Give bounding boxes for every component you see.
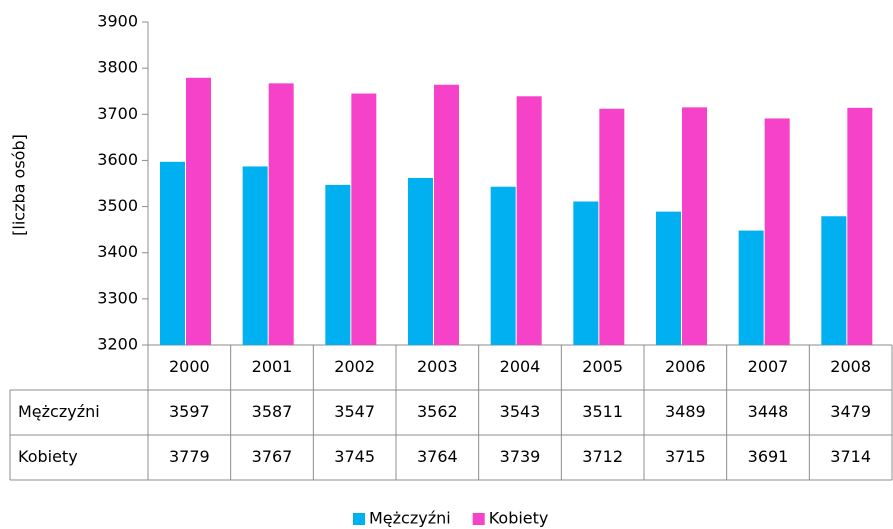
bar <box>490 186 516 345</box>
bar <box>656 211 681 345</box>
table-cell: 3597 <box>169 402 210 421</box>
table-row-header: Mężczyźni <box>18 402 100 421</box>
bar <box>764 118 790 345</box>
y-tick-label: 3500 <box>97 196 138 215</box>
bar <box>351 93 377 346</box>
table-cell: 3691 <box>748 447 789 466</box>
y-tick-label: 3800 <box>97 58 138 77</box>
bar <box>682 107 707 345</box>
y-tick-label: 3400 <box>97 242 138 261</box>
x-tick-label: 2007 <box>748 357 789 376</box>
x-tick-label: 2002 <box>334 357 375 376</box>
y-tick-label: 3600 <box>97 150 138 169</box>
x-tick-label: 2005 <box>582 357 623 376</box>
bar <box>516 96 542 345</box>
table-cell: 3767 <box>252 447 293 466</box>
y-tick-label: 3900 <box>97 12 138 31</box>
bar <box>408 177 433 345</box>
y-axis-label: [liczba osób] <box>10 134 29 236</box>
table-cell: 3739 <box>500 447 541 466</box>
x-tick-label: 2008 <box>830 357 871 376</box>
bar <box>434 84 459 346</box>
table-cell: 3779 <box>169 447 210 466</box>
x-tick-label: 2006 <box>665 357 706 376</box>
table-cell: 3712 <box>582 447 623 466</box>
table-cell: 3479 <box>830 402 871 421</box>
table-cell: 3714 <box>830 447 871 466</box>
bar <box>242 166 268 345</box>
table-cell: 3489 <box>665 402 706 421</box>
table-cell: 3764 <box>417 447 458 466</box>
legend-swatch <box>472 513 485 525</box>
legend-label: Mężczyźni <box>369 509 451 528</box>
bar <box>573 201 599 345</box>
x-tick-label: 2000 <box>169 357 210 376</box>
table-cell: 3745 <box>334 447 375 466</box>
x-tick-label: 2003 <box>417 357 458 376</box>
table-cell: 3543 <box>500 402 541 421</box>
table-cell: 3715 <box>665 447 706 466</box>
table-cell: 3511 <box>582 402 623 421</box>
y-tick-label: 3300 <box>97 288 138 307</box>
y-tick-label: 3200 <box>97 335 138 354</box>
bar <box>599 108 625 346</box>
table-cell: 3587 <box>252 402 293 421</box>
x-tick-label: 2001 <box>252 357 293 376</box>
legend-label: Kobiety <box>489 509 549 528</box>
x-tick-label: 2004 <box>500 357 541 376</box>
bar <box>186 77 211 345</box>
table-cell: 3448 <box>748 402 789 421</box>
y-tick-label: 3700 <box>97 104 138 123</box>
table-cell: 3547 <box>334 402 375 421</box>
bar <box>738 230 764 345</box>
bar <box>325 184 351 345</box>
bar <box>847 107 873 345</box>
bar <box>821 216 847 345</box>
bar <box>160 161 185 345</box>
table-row-header: Kobiety <box>18 447 78 466</box>
table-cell: 3562 <box>417 402 458 421</box>
legend-swatch <box>353 513 365 525</box>
bar <box>268 83 294 346</box>
